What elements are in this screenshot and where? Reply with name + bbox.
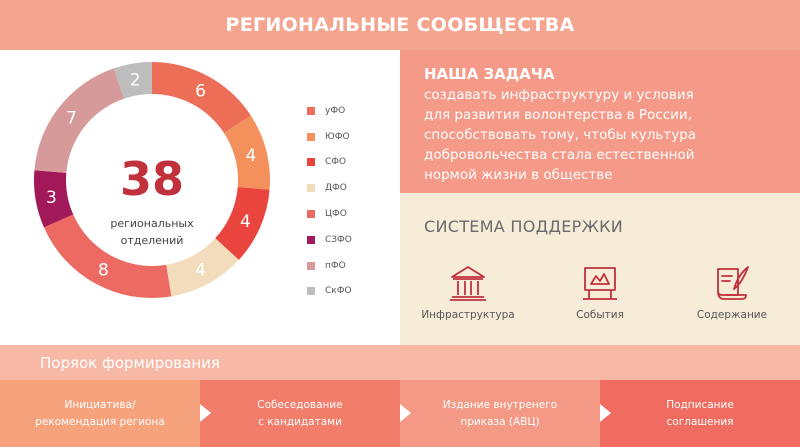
legend-label: уФО <box>325 105 346 116</box>
legend-item: ДФО <box>307 175 397 201</box>
total-label: региональных отделений <box>92 216 212 249</box>
step-line: с кандидатами <box>258 415 342 428</box>
step-arrow-icon <box>600 404 611 422</box>
mission-line: добровольчества стала естественной <box>424 147 695 163</box>
mission-line: нормой жизни в обществе <box>424 167 613 183</box>
process-step-4: Подписание соглашения <box>600 380 800 447</box>
step-line: соглашения <box>666 415 734 428</box>
legend-item: уФО <box>307 98 397 124</box>
legend-label: СЗФО <box>325 234 352 245</box>
process-step-3: Издание внутренего приказа (АВЦ) <box>400 380 600 447</box>
total-count: 38 <box>119 152 184 206</box>
donut-value-label: 6 <box>195 81 206 101</box>
legend-item: ЦФО <box>307 201 397 227</box>
legend-swatch <box>307 287 315 296</box>
donut-value-label: 2 <box>130 70 141 90</box>
donut-value-label: 4 <box>240 212 251 232</box>
donut-slice-ЮФО <box>223 115 270 190</box>
legend-label: ДФО <box>325 183 347 194</box>
chart-legend: уФО ЮФО СФО ДФО ЦФО СЗФО пФО СкФО <box>307 98 397 304</box>
step-line: Подписание <box>666 398 734 411</box>
process-step-2: Собеседование с кандидатами <box>200 380 400 447</box>
donut-slice-уФО <box>152 62 251 133</box>
total-label-line1: региональных <box>110 217 194 230</box>
legend-label: СФО <box>325 157 347 168</box>
legend-swatch <box>307 158 315 167</box>
donut-slice-ЦФО <box>43 214 172 298</box>
support-panel: СИСТЕМА ПОДДЕРЖКИ Инфраструктура <box>400 193 800 345</box>
legend-swatch <box>307 235 315 244</box>
step-line: Инициатива/ <box>64 398 136 411</box>
step-line: рекомендация региона <box>35 415 165 428</box>
total-label-line2: отделений <box>120 233 184 247</box>
legend-item: СЗФО <box>307 227 397 253</box>
donut-slice-СЗФО <box>34 170 74 228</box>
building-columns-icon <box>450 266 486 301</box>
mission-line: создавать инфраструктуру и условия <box>424 87 694 103</box>
legend-swatch <box>307 132 315 141</box>
legend-swatch <box>307 184 315 193</box>
legend-item: СФО <box>307 150 397 176</box>
support-item-label: Инфраструктура <box>421 309 515 321</box>
legend-swatch <box>307 261 315 270</box>
support-title: СИСТЕМА ПОДДЕРЖКИ <box>424 217 624 236</box>
donut-value-label: 8 <box>98 261 109 281</box>
legend-swatch <box>307 210 315 219</box>
legend-swatch <box>307 106 315 115</box>
mission-line: способствовать тому, чтобы культура <box>424 127 697 143</box>
donut-chart: 6 4 4 4 8 3 7 2 <box>34 62 270 298</box>
legend-item: СкФО <box>307 279 397 305</box>
donut-slice-ДФО <box>166 238 239 297</box>
process-steps: Инициатива/ рекомендация региона Собесед… <box>0 380 800 447</box>
chart-panel: 6 4 4 4 8 3 7 2 38 региональных отделений уФО ЮФ… <box>0 50 400 345</box>
legend-item: ЮФО <box>307 124 397 150</box>
donut-value-label: 4 <box>245 146 256 166</box>
step-line: приказа (АВЦ) <box>460 415 540 428</box>
mission-panel: НАША ЗАДАЧА создавать инфраструктуру и у… <box>400 50 800 193</box>
support-item-label: Содержание <box>696 309 768 321</box>
donut-slice-СФО <box>215 187 270 260</box>
donut-slice-СкФО <box>113 62 152 99</box>
scroll-quill-icon <box>717 266 749 300</box>
process-title: Поряок формирования <box>40 353 220 372</box>
process-step-1: Инициатива/ рекомендация региона <box>0 380 200 447</box>
legend-label: ЦФО <box>325 209 347 220</box>
event-stage-icon <box>583 267 617 300</box>
support-item-content: Содержание <box>672 263 792 321</box>
donut-value-label: 4 <box>195 261 206 281</box>
process-bar: Поряок формирования <box>0 345 800 380</box>
page-title: РЕГИОНАЛЬНЫЕ СООБЩЕСТВА <box>225 14 575 36</box>
step-arrow-icon <box>400 404 411 422</box>
mission-text: создавать инфраструктуру и условия для р… <box>424 85 776 185</box>
support-item-events: События <box>540 263 660 321</box>
step-line: Собеседование <box>257 398 343 411</box>
donut-slice-пФО <box>34 68 125 173</box>
mission-title: НАША ЗАДАЧА <box>424 65 555 83</box>
donut-value-label: 3 <box>46 188 57 208</box>
legend-label: пФО <box>325 260 346 271</box>
mission-line: для развития волонтерства в России, <box>424 107 692 123</box>
legend-label: ЮФО <box>325 131 350 142</box>
support-item-label: События <box>576 309 624 321</box>
step-arrow-icon <box>200 404 211 422</box>
step-line: Издание внутренего <box>442 398 558 411</box>
legend-item: пФО <box>307 253 397 279</box>
donut-value-label: 7 <box>66 108 77 128</box>
legend-label: СкФО <box>325 286 352 297</box>
support-item-infrastructure: Инфраструктура <box>408 263 528 321</box>
header-bar: РЕГИОНАЛЬНЫЕ СООБЩЕСТВА <box>0 0 800 50</box>
